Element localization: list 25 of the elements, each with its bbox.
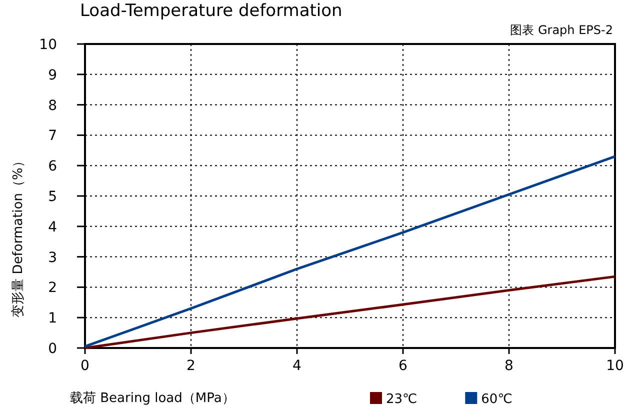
legend-label: 23℃ — [386, 392, 418, 407]
legend-label: 60℃ — [481, 392, 512, 407]
y-tick-label: 1 — [48, 310, 57, 327]
y-tick-label: 9 — [48, 67, 57, 84]
x-tick-label: 10 — [606, 358, 624, 374]
chart-subtitle: 图表 Graph EPS-2 — [510, 23, 613, 37]
x-axis-title: 载荷 Bearing load（MPa） — [70, 391, 235, 406]
y-axis-title: 变形量 Deformation（%） — [11, 154, 26, 318]
x-tick-label: 0 — [80, 358, 90, 374]
y-tick-label: 0 — [48, 341, 57, 357]
x-tick-label: 2 — [186, 358, 196, 374]
x-tick-label: 4 — [292, 358, 302, 374]
y-tick-label: 8 — [48, 98, 57, 114]
chart-title: Load-Temperature deformation — [80, 1, 342, 21]
y-tick-label: 3 — [48, 250, 57, 266]
y-tick-label: 6 — [48, 158, 58, 175]
x-tick-label: 6 — [398, 358, 408, 374]
y-tick-label: 2 — [48, 280, 57, 296]
line-series — [84, 275, 616, 350]
y-tick-label: 10 — [39, 37, 57, 53]
y-tick-label: 5 — [48, 189, 57, 205]
y-tick-label: 7 — [48, 128, 57, 144]
line-series — [84, 155, 616, 348]
y-tick-label: 4 — [48, 219, 58, 236]
x-tick-label: 8 — [504, 358, 514, 374]
